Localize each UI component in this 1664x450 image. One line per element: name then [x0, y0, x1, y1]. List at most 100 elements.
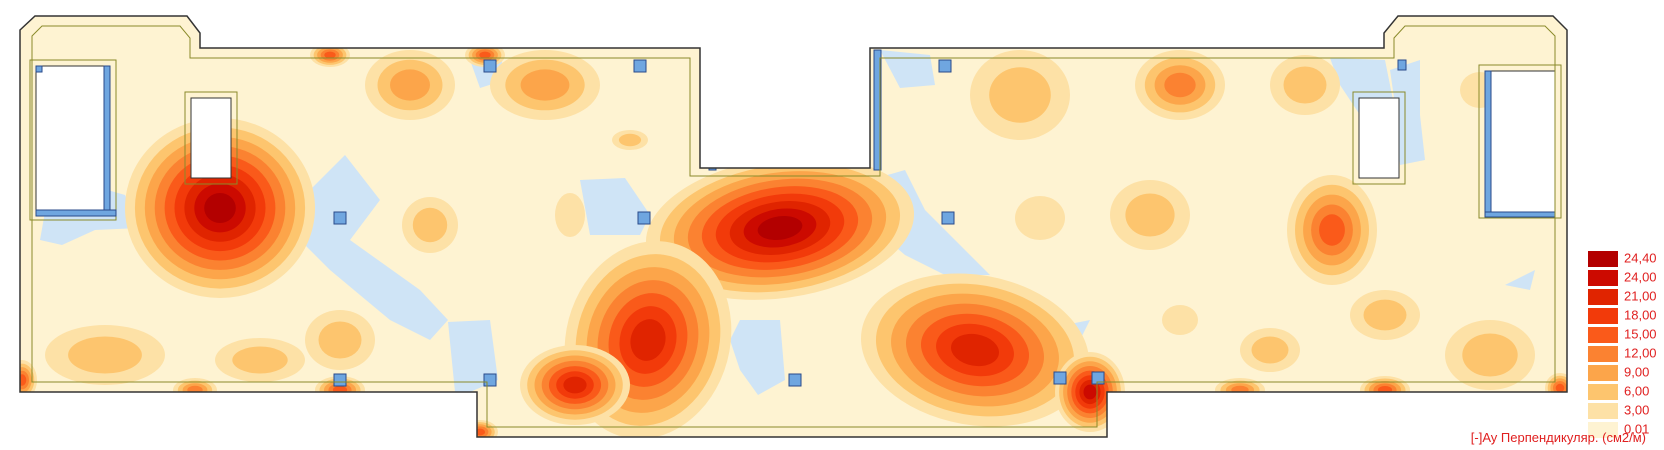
hot-spot — [970, 50, 1070, 140]
opening-frame — [1478, 64, 1562, 219]
below-min-region — [730, 320, 785, 395]
legend-label: 21,00 — [1624, 288, 1657, 303]
wall-element — [1484, 211, 1556, 218]
legend-swatch — [1588, 327, 1618, 343]
column — [483, 59, 497, 73]
legend-swatch — [1588, 251, 1618, 267]
contour-band — [1164, 72, 1196, 98]
hot-spot — [215, 338, 305, 382]
legend-label: 15,00 — [1624, 326, 1657, 341]
slab-opening — [1484, 70, 1556, 213]
legend-label: 6,00 — [1624, 383, 1649, 398]
column — [633, 59, 647, 73]
legend-swatch — [1588, 403, 1618, 419]
legend-label: 0,01 — [1624, 421, 1649, 436]
hot-spot — [1545, 373, 1567, 403]
contour-band — [479, 51, 491, 59]
legend-label: 24,00 — [1624, 269, 1657, 284]
contour-band — [204, 193, 236, 223]
hot-spot — [1270, 55, 1340, 115]
contour-band — [1083, 384, 1097, 400]
column — [483, 373, 497, 387]
wall-element — [1397, 59, 1407, 71]
contour-band — [232, 346, 288, 374]
below-min-region — [580, 178, 650, 235]
slab-outline — [19, 15, 1568, 438]
contour-band — [1283, 66, 1327, 104]
contour-band — [68, 336, 142, 374]
hot-spot — [1015, 196, 1065, 240]
contour-band — [412, 207, 448, 243]
wall-element — [35, 65, 43, 73]
legend-swatch — [1588, 365, 1618, 381]
wall-element — [35, 209, 117, 217]
contour-band — [1377, 386, 1393, 394]
contour-band — [332, 386, 348, 394]
contour-band — [1462, 333, 1518, 377]
column — [1091, 371, 1105, 385]
contour-band — [1125, 193, 1175, 237]
contour-band — [618, 133, 642, 147]
column — [637, 211, 651, 225]
hot-spot — [1445, 320, 1535, 390]
opening-frame — [184, 91, 238, 185]
hot-spot — [20, 360, 37, 400]
opening-frame — [29, 59, 117, 221]
opening-frame — [1352, 91, 1406, 185]
below-min-region — [300, 155, 448, 340]
wall-element — [708, 49, 717, 171]
legend-label: 9,00 — [1624, 364, 1649, 379]
column — [941, 211, 955, 225]
hot-spot — [1360, 376, 1410, 404]
contour-band — [563, 376, 587, 394]
contour-band — [1555, 383, 1565, 393]
legend-label: 12,00 — [1624, 345, 1657, 360]
contour-band — [757, 215, 803, 241]
wall-element — [1484, 70, 1492, 213]
slab-opening — [35, 65, 111, 215]
contour-band — [1251, 336, 1289, 364]
contour-band — [324, 51, 336, 59]
slab-opening — [1358, 97, 1400, 179]
wall-element — [873, 49, 882, 171]
hot-spot — [1350, 290, 1420, 340]
hot-spot — [305, 310, 375, 370]
column — [333, 373, 347, 387]
hot-spot — [402, 197, 458, 253]
hot-spot — [1287, 175, 1377, 285]
contour-band — [520, 69, 570, 101]
column — [1053, 371, 1067, 385]
legend-swatch — [1588, 384, 1618, 400]
column — [938, 59, 952, 73]
contour-band — [555, 193, 585, 237]
column — [788, 373, 802, 387]
legend-swatch — [1588, 289, 1618, 305]
legend-title: [-]Ay Перпендикуляр. (см2/м) — [1471, 430, 1646, 445]
hot-spot — [1110, 180, 1190, 250]
column — [333, 211, 347, 225]
hot-spot — [1162, 305, 1198, 335]
below-min-region — [880, 50, 935, 88]
hot-spot — [125, 118, 315, 298]
contour-band — [630, 319, 666, 361]
hot-spot — [555, 193, 585, 237]
hot-spot — [490, 50, 600, 120]
hot-spot — [861, 273, 1089, 427]
legend-label: 18,00 — [1624, 307, 1657, 322]
hot-spot — [520, 345, 630, 425]
hot-spot — [45, 325, 165, 385]
hot-spot — [462, 420, 498, 437]
below-min-region — [1505, 270, 1535, 290]
contour-band — [1231, 385, 1249, 395]
contour-band — [318, 321, 362, 359]
legend-swatch — [1588, 346, 1618, 362]
legend-label: 3,00 — [1624, 402, 1649, 417]
hot-spot — [645, 156, 915, 300]
contour-band — [187, 385, 203, 395]
contour-band — [1015, 196, 1065, 240]
hot-spot — [612, 130, 648, 150]
contour-band — [1162, 305, 1198, 335]
hot-spot — [1240, 328, 1300, 372]
contour-band — [951, 333, 999, 367]
